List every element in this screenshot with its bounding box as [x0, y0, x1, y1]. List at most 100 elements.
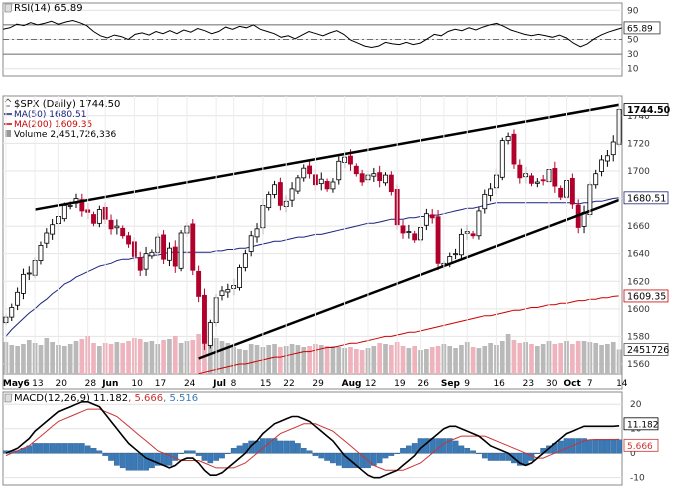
macd-histogram-bar: [84, 445, 91, 454]
legend-entry: $SPX (Daily) 1744.50: [14, 99, 120, 110]
price-tag-box: [623, 191, 669, 205]
macd-histogram-bar: [359, 452, 365, 469]
volume-bar: [91, 343, 96, 374]
macd-histogram-bar: [119, 452, 126, 469]
candle-body: [599, 159, 605, 172]
candle-body: [149, 251, 155, 257]
macd-value-tag-box: [623, 438, 659, 452]
volume-bar: [61, 346, 67, 374]
volume-bar: [73, 341, 79, 374]
macd-histogram-bar: [575, 438, 582, 454]
candle-body: [517, 164, 523, 179]
date-label: Jul: [212, 379, 226, 389]
candle-body: [202, 294, 207, 344]
volume-bar: [26, 340, 32, 374]
volume-bar: [266, 345, 272, 374]
volume-bar: [459, 345, 464, 374]
rsi-value-tag-box: [623, 21, 661, 35]
volume-bar: [406, 348, 412, 374]
volume-bar: [243, 350, 248, 374]
volume-bar: [50, 342, 55, 374]
candle-body: [207, 322, 213, 346]
volume-bar: [558, 343, 564, 374]
macd-histogram-bar: [324, 452, 330, 461]
macd-value-tag: 5.666: [627, 442, 653, 452]
candle-body: [423, 213, 429, 226]
macd-histogram-bar: [400, 448, 406, 454]
candle-body: [172, 246, 178, 267]
candle-body: [50, 224, 56, 235]
candle-body: [377, 172, 383, 182]
macd-histogram-bar: [487, 452, 494, 461]
rsi-panel-icon: [4, 3, 13, 13]
candle-body: [301, 167, 307, 179]
volume-bar: [348, 347, 353, 374]
volume-bar: [79, 339, 85, 374]
macd-histogram-bar: [388, 452, 395, 456]
macd-histogram-bar: [306, 450, 313, 454]
macd-histogram-bar: [341, 452, 348, 469]
volume-bar: [359, 350, 365, 374]
macd-histogram-bar: [616, 439, 622, 454]
date-label: 19: [394, 379, 406, 389]
candle-body: [277, 182, 283, 206]
volume-bar: [599, 345, 604, 374]
date-label: 14: [616, 379, 628, 389]
volume-bar: [447, 346, 453, 374]
macd-histogram-bar: [49, 443, 56, 454]
macd-value-tag-box: [623, 417, 659, 431]
candle-body: [470, 233, 476, 237]
macd-histogram-bar: [236, 445, 243, 454]
macd-label: MACD(12,26,9) 11.182, 5.666, 5.516: [14, 393, 198, 404]
macd-histogram-bar: [189, 450, 196, 454]
rsi-tick-label: 30: [627, 50, 639, 60]
price-tag-box: [623, 289, 669, 303]
volume-bar: [482, 346, 488, 374]
candle-body: [388, 174, 394, 193]
macd-histogram-bar: [114, 452, 120, 466]
date-label: 26: [418, 379, 430, 389]
volume-bar: [424, 349, 429, 374]
candle-body: [190, 223, 196, 271]
volume-bar: [575, 341, 581, 374]
volume-bar: [219, 341, 225, 374]
candle-body: [552, 168, 558, 187]
volume-bar: [21, 344, 26, 374]
candle-body: [108, 219, 114, 230]
date-label: Oct: [564, 379, 582, 389]
volume-bar: [44, 338, 50, 374]
volume-bar: [202, 332, 207, 374]
candle-body: [44, 232, 50, 244]
macd-histogram-bar: [90, 448, 97, 454]
macd-histogram-bar: [184, 450, 190, 454]
candle-body: [511, 133, 517, 165]
date-label: 23: [523, 379, 534, 389]
volume-bar: [517, 343, 523, 374]
date-label: 28: [85, 379, 97, 389]
macd-histogram-bar: [610, 439, 617, 454]
price-tag-box: [623, 103, 669, 116]
price-tick-label: 1580: [627, 332, 650, 342]
candle-body: [114, 225, 120, 229]
candle-body: [96, 209, 102, 224]
volume-tag: 2451726: [627, 345, 669, 356]
volume-bar: [435, 346, 441, 374]
price-tick-label: 1620: [627, 277, 650, 287]
volume-bar: [108, 344, 114, 374]
date-label: 16: [493, 379, 505, 389]
date-label: 9: [464, 379, 470, 389]
candle-body: [604, 155, 610, 162]
macd-histogram-bar: [499, 452, 506, 461]
macd-histogram-bar: [441, 438, 447, 454]
volume-bar: [400, 346, 406, 374]
macd-histogram-bar: [79, 443, 85, 454]
candle-body: [126, 235, 131, 245]
macd-histogram-bar: [178, 452, 184, 454]
volume-bar: [143, 342, 149, 374]
macd-histogram-bar: [289, 440, 295, 454]
macd-histogram-bar: [67, 443, 73, 454]
volume-bar: [534, 346, 540, 374]
candle-body: [15, 291, 21, 306]
macd-panel-frame: [2, 391, 623, 486]
candle-body: [429, 214, 435, 219]
